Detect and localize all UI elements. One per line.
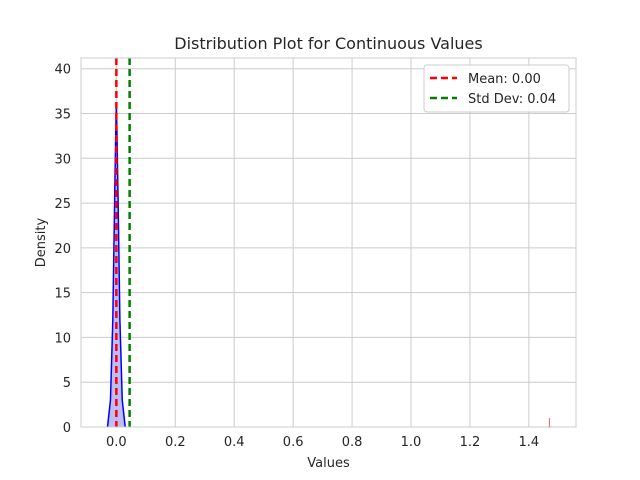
x-tick-labels: 0.0 0.2 0.4 0.6 0.8 1.0 1.2 1.4 [106,435,539,450]
legend: Mean: 0.00 Std Dev: 0.04 [423,64,570,113]
y-tick-label: 15 [54,287,71,302]
x-tick-label: 0.2 [165,435,186,450]
reference-lines [115,58,131,427]
y-tick-label: 40 [54,63,71,78]
kde-layer [106,104,553,428]
y-tick-label: 25 [54,197,71,212]
legend-box [423,64,570,113]
x-tick-label: 1.2 [460,435,481,450]
y-tick-label: 10 [54,331,71,346]
legend-entry: Std Dev: 0.04 [468,92,556,107]
x-tick-label: 0.4 [224,435,245,450]
y-tick-label: 35 [54,108,71,123]
x-tick-label: 0.0 [106,435,127,450]
y-tick-label: 0 [63,421,71,436]
x-tick-label: 0.8 [342,435,363,450]
y-tick-label: 20 [54,242,71,257]
plot-frame [80,57,577,428]
y-tick-labels: 0 5 10 15 20 25 30 35 40 [54,63,71,436]
y-tick-label: 30 [54,152,71,167]
x-tick-label: 1.4 [519,435,540,450]
x-tick-label: 1.0 [401,435,422,450]
grid-lines [81,58,576,428]
kde-area [107,104,126,427]
y-tick-label: 5 [63,376,71,391]
y-axis-label: Density [34,217,49,267]
legend-entry: Mean: 0.00 [468,72,541,87]
x-tick-label: 0.6 [283,435,304,450]
x-axis-label: Values [307,456,350,471]
chart-title: Distribution Plot for Continuous Values [174,34,482,53]
